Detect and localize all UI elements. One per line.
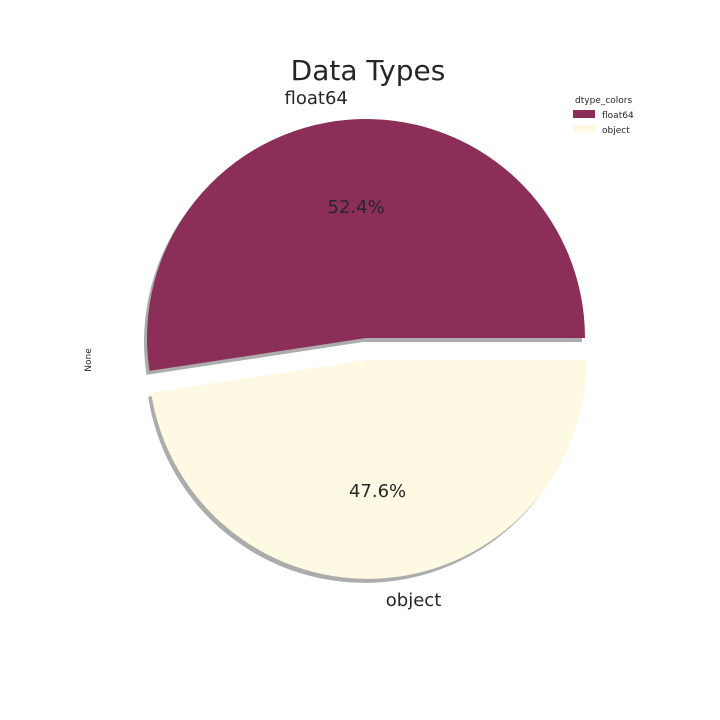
slice-percent-label-object: 47.6%	[349, 481, 406, 502]
legend-swatch-object	[573, 125, 595, 133]
pie-slice-object	[151, 359, 587, 579]
legend-title: dtype_colors	[575, 96, 632, 106]
pie-labels: 52.4% float64 47.6% object	[285, 88, 442, 611]
legend: dtype_colors float64 object	[573, 96, 634, 136]
pie-slices	[146, 118, 587, 579]
slice-percent-label-float64: 52.4%	[328, 197, 385, 218]
chart-title: Data Types	[291, 54, 446, 87]
slice-category-label-object: object	[386, 590, 441, 611]
pie-slice-float64	[146, 118, 585, 371]
slice-category-label-float64: float64	[285, 88, 348, 109]
legend-swatch-float64	[573, 110, 595, 118]
legend-label-float64: float64	[602, 111, 634, 121]
legend-label-object: object	[602, 126, 630, 136]
y-axis-label: None	[84, 348, 94, 372]
